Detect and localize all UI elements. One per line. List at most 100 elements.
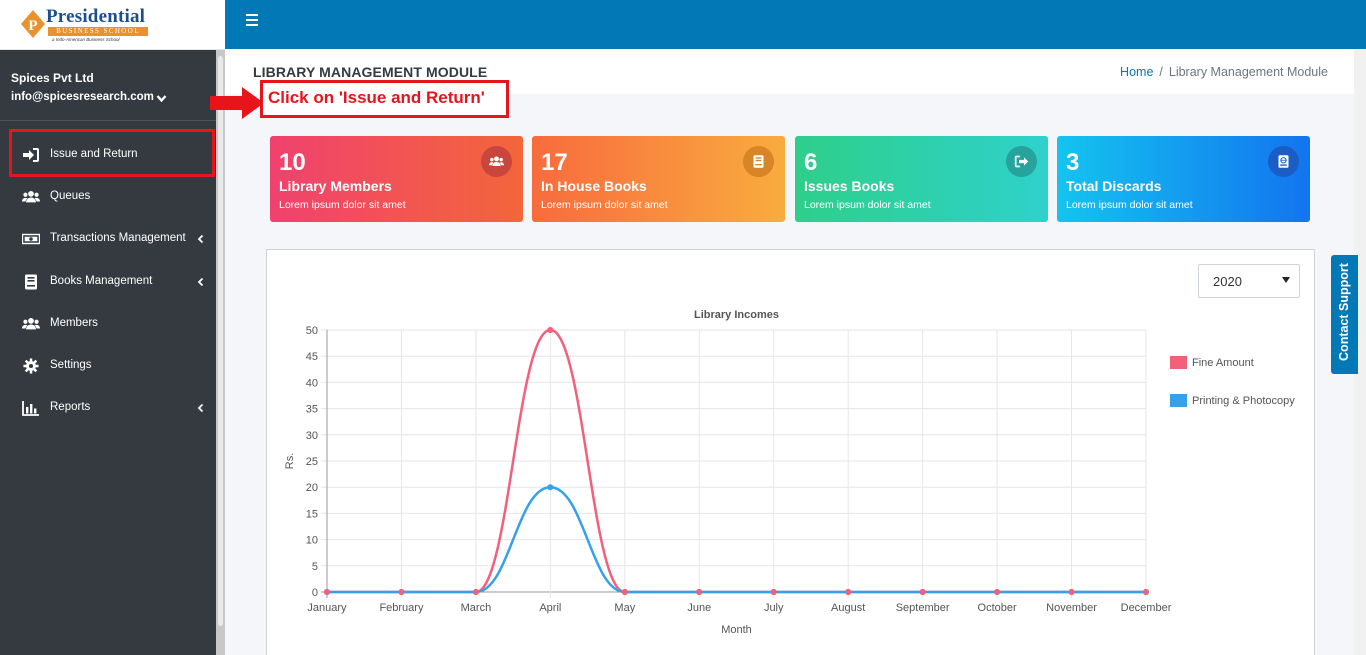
money-icon bbox=[22, 233, 40, 245]
x-tick-label: August bbox=[831, 602, 865, 614]
sidebar-item-reports[interactable]: Reports bbox=[12, 391, 212, 425]
hamburger-menu-icon[interactable] bbox=[246, 14, 260, 28]
info-box-title: In House Books bbox=[541, 178, 647, 194]
y-tick-label: 30 bbox=[306, 430, 318, 442]
data-point bbox=[324, 589, 330, 595]
sidebar-item-label: Members bbox=[50, 317, 98, 329]
sign-out-icon bbox=[1014, 155, 1029, 168]
data-point bbox=[1068, 589, 1075, 595]
breadcrumb-current: Library Management Module bbox=[1168, 65, 1328, 79]
info-box-subtitle: Lorem ipsum dolor sit amet bbox=[804, 199, 931, 211]
y-tick-label: 25 bbox=[306, 456, 318, 468]
user-company: Spices Pvt Ltd bbox=[11, 71, 94, 85]
annotation-arrow-icon bbox=[210, 87, 264, 119]
info-box-subtitle: Lorem ipsum dolor sit amet bbox=[1066, 199, 1193, 211]
x-tick-label: June bbox=[687, 602, 711, 614]
x-tick-label: September bbox=[896, 602, 950, 614]
info-box-icon-circle bbox=[1268, 146, 1299, 177]
info-box-total-discards[interactable]: 3 Total Discards Lorem ipsum dolor sit a… bbox=[1057, 136, 1310, 222]
highlight-box-issue-and-return bbox=[9, 129, 215, 177]
data-point bbox=[919, 589, 926, 595]
y-tick-label: 35 bbox=[306, 404, 318, 416]
info-box-subtitle: Lorem ipsum dolor sit amet bbox=[541, 199, 668, 211]
svg-text:P: P bbox=[28, 18, 37, 34]
users-icon bbox=[22, 190, 40, 203]
data-point bbox=[398, 589, 405, 595]
info-box-issues-books[interactable]: 6 Issues Books Lorem ipsum dolor sit ame… bbox=[795, 136, 1048, 222]
users-icon bbox=[489, 156, 504, 166]
sidebar-item-label: Transactions Management bbox=[50, 232, 186, 244]
y-tick-label: 5 bbox=[312, 561, 318, 573]
year-select[interactable]: 2020 bbox=[1198, 264, 1300, 298]
data-point bbox=[547, 484, 554, 491]
info-box-library-members[interactable]: 10 Library Members Lorem ipsum dolor sit… bbox=[270, 136, 523, 222]
info-box-icon-circle bbox=[481, 146, 512, 177]
breadcrumb-home-link[interactable]: Home bbox=[1120, 65, 1154, 79]
data-point bbox=[770, 589, 777, 595]
info-box-icon-circle bbox=[1006, 146, 1037, 177]
info-box-count: 10 bbox=[279, 149, 306, 176]
x-tick-label: October bbox=[978, 602, 1017, 614]
logo: P Presidential BUSINESS SCHOOL a Indo-Am… bbox=[20, 6, 150, 44]
data-point bbox=[621, 589, 628, 595]
sidebar-item-label: Settings bbox=[50, 359, 92, 371]
x-tick-label: May bbox=[614, 602, 635, 614]
chevron-left-icon bbox=[197, 234, 204, 244]
info-box-title: Total Discards bbox=[1066, 178, 1162, 194]
x-tick-label: December bbox=[1121, 602, 1172, 614]
sidebar-item-books-management[interactable]: Books Management bbox=[12, 265, 212, 299]
x-tick-label: November bbox=[1046, 602, 1097, 614]
contact-support-label: Contact Support bbox=[1337, 263, 1351, 361]
legend-swatch bbox=[1170, 394, 1187, 407]
chevron-left-icon bbox=[197, 403, 204, 413]
y-tick-label: 20 bbox=[306, 482, 318, 494]
user-panel[interactable]: Spices Pvt Ltd info@spicesresearch.com bbox=[0, 50, 216, 121]
data-point bbox=[845, 589, 852, 595]
sidebar-item-label: Reports bbox=[50, 401, 91, 413]
sidebar-item-settings[interactable]: Settings bbox=[12, 349, 212, 383]
topbar bbox=[225, 0, 1366, 49]
annotation-callout: Click on 'Issue and Return' bbox=[260, 80, 509, 118]
info-box-count: 17 bbox=[541, 149, 568, 176]
chevron-left-icon bbox=[197, 277, 204, 287]
sidebar-item-label: Queues bbox=[50, 190, 91, 202]
x-tick-label: January bbox=[307, 602, 347, 614]
sidebar: P Presidential BUSINESS SCHOOL a Indo-Am… bbox=[0, 0, 225, 655]
info-box-in-house-books[interactable]: 17 In House Books Lorem ipsum dolor sit … bbox=[532, 136, 785, 222]
chart-title: Library Incomes bbox=[694, 309, 779, 321]
x-tick-label: July bbox=[764, 602, 784, 614]
y-tick-label: 0 bbox=[312, 587, 318, 599]
chevron-down-icon[interactable] bbox=[156, 94, 167, 103]
contact-support-tab[interactable]: Contact Support bbox=[1331, 255, 1358, 374]
data-point bbox=[696, 589, 703, 595]
sidebar-item-queues[interactable]: Queues bbox=[12, 180, 212, 214]
x-tick-label: February bbox=[379, 602, 424, 614]
brand-subtitle: BUSINESS SCHOOL bbox=[48, 27, 148, 36]
chart-card: 2020 0 5 10 15 20 25 30 35 40 45 50 January February… bbox=[266, 249, 1315, 655]
brand-logo-area[interactable]: P Presidential BUSINESS SCHOOL a Indo-Am… bbox=[0, 0, 225, 50]
info-box-title: Library Members bbox=[279, 178, 392, 194]
info-box-title: Issues Books bbox=[804, 178, 895, 194]
sign-in-icon bbox=[23, 148, 39, 162]
info-box-count: 3 bbox=[1066, 149, 1080, 176]
sidebar-item-issue-and-return[interactable]: Issue and Return bbox=[12, 138, 212, 172]
y-tick-label: 40 bbox=[306, 377, 318, 389]
bar-chart-icon bbox=[22, 401, 39, 416]
sidebar-item-label: Issue and Return bbox=[50, 148, 138, 160]
user-email: info@spicesresearch.com bbox=[11, 91, 154, 103]
logo-emblem-icon: P bbox=[21, 10, 45, 38]
y-tick-label: 45 bbox=[306, 351, 318, 363]
info-box-subtitle: Lorem ipsum dolor sit amet bbox=[279, 199, 406, 211]
sidebar-scrollbar-thumb[interactable] bbox=[218, 56, 223, 626]
data-point bbox=[547, 327, 554, 333]
sidebar-item-transactions-management[interactable]: Transactions Management bbox=[12, 222, 212, 256]
page-scrollbar[interactable] bbox=[1354, 49, 1366, 655]
x-tick-label: April bbox=[539, 602, 561, 614]
legend-label: Fine Amount bbox=[1192, 357, 1254, 369]
sidebar-item-members[interactable]: Members bbox=[12, 307, 212, 341]
brand-name: Presidential bbox=[46, 6, 146, 27]
caret-down-icon bbox=[1282, 277, 1290, 283]
x-axis-label: Month bbox=[721, 624, 752, 636]
info-box-count: 6 bbox=[804, 149, 818, 176]
